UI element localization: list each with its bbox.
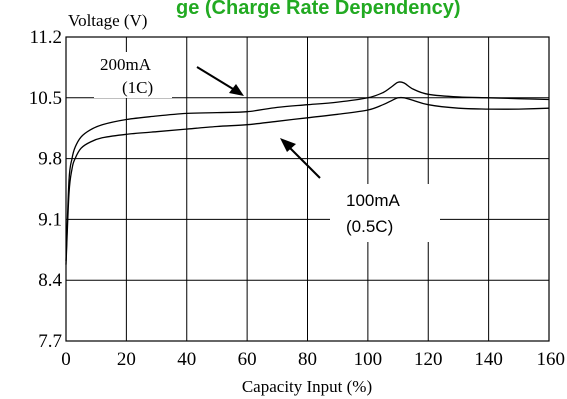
x-tick-label: 120 [414,349,443,370]
title-fragment: ge (Charge Rate Dependency) [176,0,461,19]
x-tick-label: 160 [537,349,566,370]
y-tick-label: 9.8 [38,149,62,170]
x-axis-label: Capacity Input (%) [242,377,372,396]
x-tick-label: 0 [61,349,71,370]
annotation-200ma-arrow [196,66,244,96]
annotation-100ma-arrow [280,138,321,179]
series-layer [65,81,550,265]
plot-frame [65,36,550,342]
x-tick-label: 40 [177,349,196,370]
annotation-200ma: 200mA (1C) [94,52,244,98]
annotation-100ma: 100mA (0.5C) [280,138,440,242]
y-tick-label: 7.7 [38,331,62,352]
annotation-100ma-background [330,184,440,242]
y-tick-label: 9.1 [38,209,62,230]
series-line-100ma [65,96,550,265]
series-line-200ma [65,81,550,262]
annotation-200ma-line2: (1C) [122,78,153,97]
x-tick-label: 100 [354,349,383,370]
x-tick-label: 60 [238,349,257,370]
x-tick-label: 20 [117,349,136,370]
annotation-100ma-line1: 100mA [346,191,401,210]
annotation-100ma-line2: (0.5C) [346,217,393,236]
annotation-200ma-background [94,52,172,98]
y-tick-label: 10.5 [29,88,62,109]
y-tick-labels: 7.7 8.4 9.1 9.8 10.5 11.2 [29,27,63,352]
y-tick-label: 11.2 [29,27,62,48]
x-tick-label: 80 [298,349,317,370]
y-axis-label: Voltage (V) [68,11,147,30]
x-tick-labels: 0 20 40 60 80 100 120 140 160 [61,349,565,370]
annotation-200ma-line1: 200mA [100,55,152,74]
y-tick-label: 8.4 [38,270,62,291]
x-tick-label: 140 [474,349,503,370]
